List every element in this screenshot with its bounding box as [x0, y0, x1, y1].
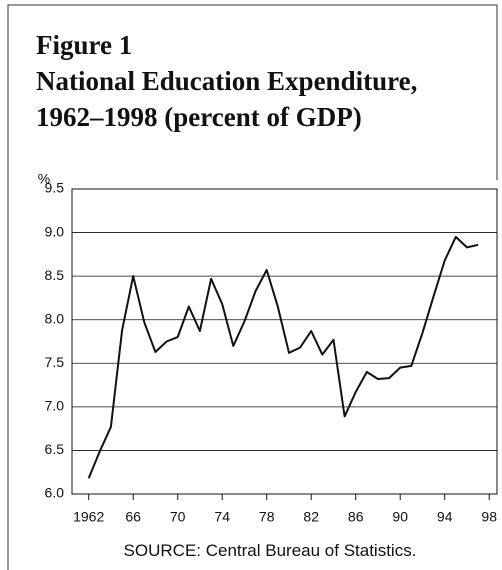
- x-tick-label: 70: [170, 509, 186, 525]
- x-tick-label: 78: [259, 509, 275, 525]
- x-tick-label: 86: [348, 509, 364, 525]
- y-tick-label: 7.5: [45, 354, 65, 370]
- y-tick-label: 8.0: [45, 310, 65, 326]
- plot-area: [71, 188, 498, 495]
- x-tick-label: 94: [437, 509, 453, 525]
- frame: [7, 4, 498, 570]
- y-tick-label: 8.5: [45, 267, 65, 283]
- x-tick-label: 66: [125, 509, 141, 525]
- chart-title: 1962–1998 (percent of GDP): [36, 102, 362, 132]
- source: SOURCE: Central Bureau of Statistics.: [124, 541, 417, 560]
- y-tick-label: 7.0: [45, 398, 65, 414]
- y-tick-label: 9.5: [45, 180, 65, 196]
- y-tick-label: 6.0: [45, 485, 65, 501]
- y-axis-label: %: [38, 171, 50, 187]
- data-line: [87, 235, 479, 479]
- x-tick-label: 98: [481, 509, 497, 525]
- x-tick-label: 82: [303, 509, 319, 525]
- chart-title: Figure 1: [36, 30, 132, 60]
- x-tick-label: 1962: [73, 509, 104, 525]
- x-tick-label: 90: [392, 509, 408, 525]
- x-tick-label: 74: [214, 509, 230, 525]
- y-tick-label: 6.5: [45, 441, 65, 457]
- chart-title: National Education Expenditure,: [36, 66, 417, 96]
- y-tick-label: 9.0: [45, 223, 65, 239]
